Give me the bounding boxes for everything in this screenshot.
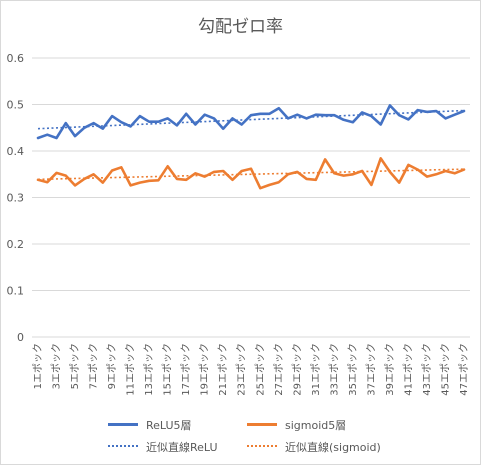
y-tick-label: 0.5 [7, 99, 25, 112]
y-tick-label: 0.4 [7, 145, 25, 158]
x-tick-label: 23エポック [236, 343, 248, 396]
x-tick-label: 39エポック [384, 343, 396, 396]
x-tick-label: 7エポック [88, 343, 100, 389]
trendline-1 [37, 168, 465, 181]
x-tick-label: 45エポック [439, 343, 451, 396]
y-tick-label: 0.6 [7, 52, 25, 65]
y-tick-label: 0.3 [7, 192, 25, 205]
x-tick-label: 3エポック [51, 343, 63, 389]
legend-label-relu: ReLU5層 [146, 419, 192, 432]
trendline-0 [37, 109, 465, 130]
legend-label-sigmoid: sigmoid5層 [285, 419, 347, 432]
x-tick-label: 37エポック [365, 343, 377, 396]
x-tick-label: 27エポック [273, 343, 285, 396]
series-line-1 [36, 157, 466, 190]
legend-swatch-trend-sigmoid [247, 445, 277, 447]
x-tick-label: 31エポック [310, 343, 322, 396]
x-tick-label: 15エポック [162, 343, 174, 396]
x-tick-label: 19エポック [199, 343, 211, 396]
x-tick-label: 25エポック [254, 343, 266, 396]
x-tick-label: 17エポック [180, 343, 192, 396]
x-tick-label: 43エポック [421, 343, 433, 396]
legend-label-trend-sigmoid: 近似直線(sigmoid) [285, 441, 381, 454]
legend-swatch-sigmoid [247, 423, 277, 426]
legend-swatch-relu [108, 423, 138, 426]
chart-title: 勾配ゼロ率 [198, 17, 283, 37]
x-tick-label: 1エポック [32, 343, 44, 389]
series-line-0 [36, 104, 466, 140]
x-tick-label: 29エポック [291, 343, 303, 396]
x-tick-label: 41エポック [402, 343, 414, 396]
legend-swatch-trend-relu [108, 445, 138, 447]
x-tick-label: 11エポック [125, 343, 137, 396]
y-tick-label: 0 [17, 331, 24, 344]
x-tick-label: 47エポック [458, 343, 470, 396]
legend-label-trend-relu: 近似直線ReLU [146, 441, 218, 454]
y-tick-label: 0.2 [7, 238, 25, 251]
x-tick-label: 21エポック [217, 343, 229, 396]
y-tick-label: 0.1 [7, 285, 25, 298]
x-tick-label: 33エポック [328, 343, 340, 396]
x-tick-label: 35エポック [347, 343, 359, 396]
x-tick-label: 9エポック [106, 343, 118, 389]
x-tick-label: 5エポック [69, 343, 81, 389]
x-tick-label: 13エポック [143, 343, 155, 396]
